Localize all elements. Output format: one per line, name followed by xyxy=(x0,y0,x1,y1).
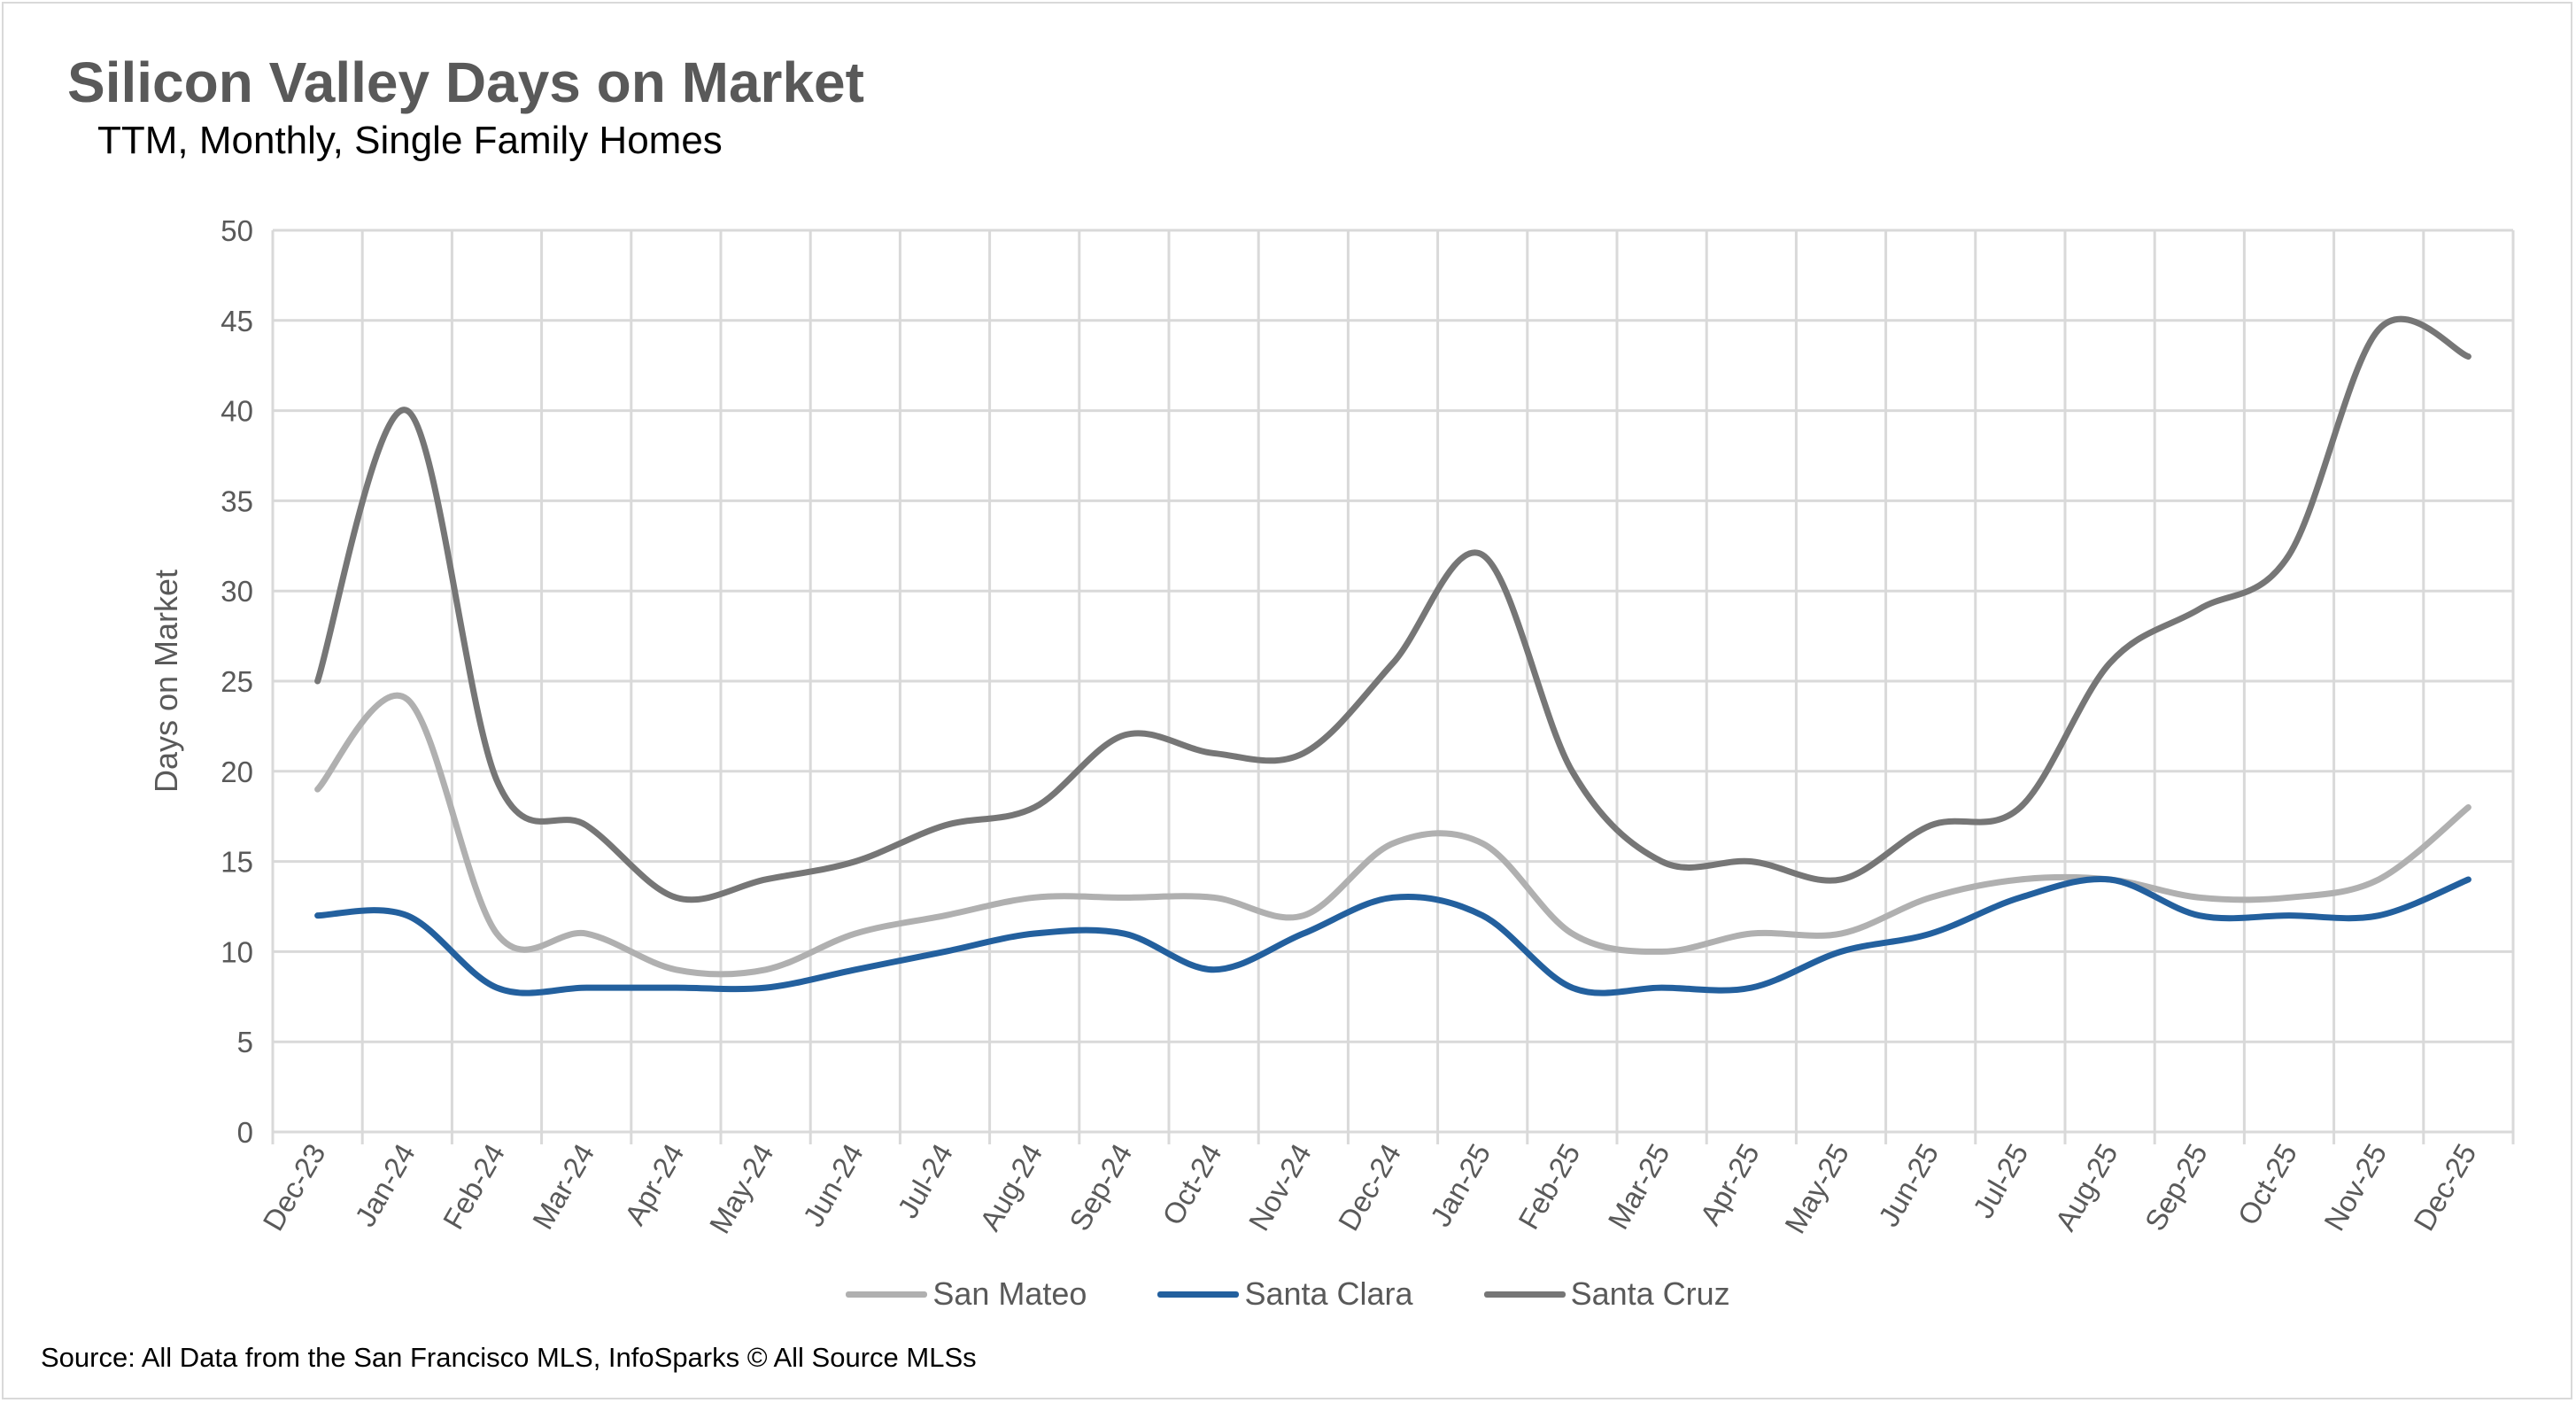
x-tick-label: Jul-24 xyxy=(891,1138,959,1223)
x-tick-label: May-25 xyxy=(1778,1138,1855,1239)
y-tick-label: 10 xyxy=(220,935,253,968)
y-tick-label: 40 xyxy=(220,395,253,428)
x-tick-label: Oct-24 xyxy=(1156,1138,1228,1230)
y-tick-label: 45 xyxy=(220,305,253,337)
legend-swatch xyxy=(846,1291,928,1298)
series-line-santa-cruz xyxy=(314,315,2472,903)
x-tick-label: Apr-25 xyxy=(1693,1138,1766,1230)
x-tick-label: Aug-24 xyxy=(973,1138,1048,1236)
x-tick-label: Jan-25 xyxy=(1424,1138,1497,1232)
x-tick-label: Aug-25 xyxy=(2048,1138,2123,1236)
series-line-santa-clara xyxy=(314,875,2472,996)
x-tick-label: Dec-25 xyxy=(2407,1138,2482,1236)
legend-label: San Mateo xyxy=(932,1275,1087,1312)
x-tick-label: Apr-24 xyxy=(618,1138,691,1230)
x-tick-label: Jun-25 xyxy=(1872,1138,1945,1232)
x-tick-label: Dec-23 xyxy=(256,1138,331,1236)
legend-swatch xyxy=(1157,1291,1240,1298)
legend-item-santa-cruz: Santa Cruz xyxy=(1483,1275,1730,1313)
y-tick-label: 0 xyxy=(237,1116,253,1149)
x-tick-label: Jan-24 xyxy=(348,1138,421,1232)
legend-item-san-mateo: San Mateo xyxy=(846,1275,1087,1313)
x-tick-label: Sep-24 xyxy=(1063,1138,1138,1236)
legend-swatch xyxy=(1483,1291,1566,1298)
x-tick-label: Mar-24 xyxy=(526,1138,600,1235)
x-tick-label: Jun-24 xyxy=(796,1138,869,1232)
legend-item-santa-clara: Santa Clara xyxy=(1157,1275,1413,1313)
chart-title: Silicon Valley Days on Market xyxy=(67,50,864,114)
x-tick-label: Mar-25 xyxy=(1601,1138,1675,1235)
y-tick-label: 50 xyxy=(220,214,253,247)
legend-label: Santa Clara xyxy=(1244,1275,1413,1312)
y-tick-label: 35 xyxy=(220,484,253,517)
y-tick-label: 25 xyxy=(220,665,253,698)
x-tick-label: Nov-25 xyxy=(2317,1138,2393,1236)
legend: San Mateo Santa Clara Santa Cruz xyxy=(0,1275,2576,1313)
x-tick-label: Feb-25 xyxy=(1512,1138,1586,1235)
x-tick-label: Feb-24 xyxy=(437,1138,511,1235)
y-tick-label: 20 xyxy=(220,756,253,788)
x-tick-label: Nov-24 xyxy=(1242,1138,1318,1236)
x-tick-label: Oct-25 xyxy=(2231,1138,2303,1230)
x-tick-label: Dec-24 xyxy=(1332,1138,1407,1236)
y-tick-label: 15 xyxy=(220,846,253,879)
x-tick-label: May-24 xyxy=(703,1138,780,1239)
x-tick-label: Sep-25 xyxy=(2139,1138,2214,1236)
y-tick-label: 5 xyxy=(237,1026,253,1058)
y-axis-title: Days on Market xyxy=(148,570,184,793)
x-tick-label: Jul-25 xyxy=(1966,1138,2034,1223)
series-line-san-mateo xyxy=(314,693,2472,978)
y-tick-label: 30 xyxy=(220,575,253,608)
chart-subtitle: TTM, Monthly, Single Family Homes xyxy=(97,119,723,162)
source-note: Source: All Data from the San Francisco … xyxy=(41,1342,977,1373)
legend-label: Santa Cruz xyxy=(1570,1275,1730,1312)
